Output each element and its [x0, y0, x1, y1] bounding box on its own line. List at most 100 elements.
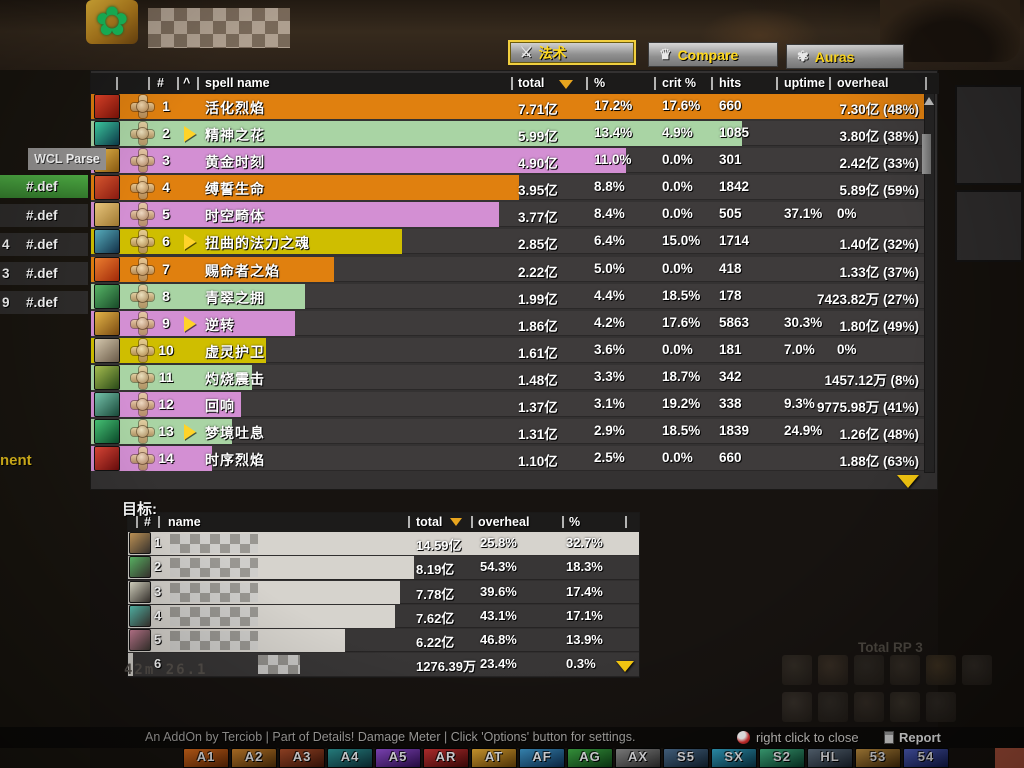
- dpad-target-icon[interactable]: [131, 95, 154, 118]
- spell-row[interactable]: 13 梦境吐息 1.31亿 2.9% 18.5% 1839 24.9% 1.26…: [91, 419, 927, 446]
- col-spell-name[interactable]: spell name: [205, 76, 270, 90]
- spell-icon[interactable]: [94, 175, 120, 201]
- targets-scroll-down-icon[interactable]: [616, 661, 634, 672]
- dpad-target-icon[interactable]: [131, 311, 154, 335]
- action-button-54[interactable]: 54: [903, 748, 949, 768]
- action-button-A3[interactable]: A3: [279, 748, 325, 768]
- action-button-A1[interactable]: A1: [183, 748, 229, 768]
- dpad-target-icon[interactable]: [131, 149, 154, 173]
- spell-row[interactable]: 8 青翠之拥 1.99亿 4.4% 18.5% 178 7423.82万 (27…: [91, 283, 927, 311]
- col-total[interactable]: total: [518, 76, 545, 90]
- tcol-pct[interactable]: %: [569, 515, 581, 529]
- spell-icon[interactable]: [94, 310, 120, 336]
- wcl-parse-item[interactable]: 3 #.def: [0, 262, 88, 285]
- action-button-A4[interactable]: A4: [327, 748, 373, 768]
- dpad-target-icon[interactable]: [131, 447, 154, 471]
- spell-row[interactable]: 12 回响 1.37亿 3.1% 19.2% 338 9.3% 9775.98万…: [91, 392, 927, 419]
- dpad-target-icon[interactable]: [131, 122, 154, 146]
- wcl-parse-item[interactable]: 4 #.def: [0, 233, 88, 256]
- col-hits[interactable]: hits: [719, 76, 742, 90]
- spell-icon[interactable]: [94, 392, 120, 418]
- action-button-S2[interactable]: S2: [759, 748, 805, 768]
- spell-icon[interactable]: [94, 419, 120, 445]
- sort-arrow-icon[interactable]: [559, 80, 573, 89]
- spell-icon[interactable]: [94, 202, 120, 228]
- col-rank[interactable]: #: [157, 76, 164, 90]
- sort-arrow-icon[interactable]: [450, 518, 462, 526]
- action-button-AR[interactable]: AR: [423, 748, 469, 768]
- dpad-target-icon[interactable]: [131, 230, 154, 254]
- expand-arrow-icon[interactable]: [184, 126, 196, 143]
- action-button-S5[interactable]: S5: [663, 748, 709, 768]
- dpad-target-icon[interactable]: [131, 176, 154, 200]
- action-bar-edge-icon[interactable]: [995, 748, 1024, 768]
- action-button-AT[interactable]: AT: [471, 748, 517, 768]
- col-crit[interactable]: crit %: [662, 76, 697, 90]
- report-button[interactable]: Report: [899, 730, 941, 745]
- spell-row[interactable]: 6 扭曲的法力之魂 2.85亿 6.4% 15.0% 1714 1.40亿 (3…: [91, 229, 927, 256]
- spell-row[interactable]: 11 灼烧震击 1.48亿 3.3% 18.7% 342 1457.12万 (8…: [91, 364, 927, 392]
- spell-row[interactable]: 10 虚灵护卫 1.61亿 3.6% 0.0% 181 7.0% 0%: [91, 337, 927, 365]
- wcl-parse-item[interactable]: #.def: [0, 175, 88, 198]
- tcol-name[interactable]: name: [168, 515, 201, 529]
- spell-row[interactable]: 7 赐命者之焰 2.22亿 5.0% 0.0% 418 1.33亿 (37%): [91, 256, 927, 284]
- action-button-53[interactable]: 53: [855, 748, 901, 768]
- report-icon[interactable]: [884, 731, 894, 744]
- tcol-overheal[interactable]: overheal: [478, 515, 530, 529]
- tab-auras[interactable]: ✾ Auras: [786, 44, 904, 69]
- target-row[interactable]: 1 14.59亿 25.8% 32.7%: [128, 532, 639, 556]
- action-button-HL[interactable]: HL: [807, 748, 853, 768]
- spell-scrollbar[interactable]: [922, 93, 935, 473]
- col-uptime[interactable]: uptime: [784, 76, 825, 90]
- col-pct[interactable]: %: [594, 76, 606, 90]
- action-button-A2[interactable]: A2: [231, 748, 277, 768]
- spell-icon[interactable]: [94, 229, 120, 255]
- spell-icon[interactable]: [94, 121, 120, 147]
- spell-row[interactable]: 4 缚誓生命 3.95亿 8.8% 0.0% 1842 5.89亿 (59%): [91, 175, 927, 202]
- scroll-down-icon[interactable]: [897, 475, 919, 488]
- spell-icon[interactable]: [94, 256, 120, 282]
- dpad-target-icon[interactable]: [131, 393, 154, 417]
- dpad-target-icon[interactable]: [131, 365, 154, 389]
- spell-row[interactable]: 1 活化烈焰 7.71亿 17.2% 17.6% 660 7.30亿 (48%): [91, 94, 927, 121]
- expand-arrow-icon[interactable]: [184, 424, 196, 441]
- action-button-SX[interactable]: SX: [711, 748, 757, 768]
- target-row[interactable]: 5 6.22亿 46.8% 13.9%: [128, 629, 639, 653]
- col-overheal[interactable]: overheal: [837, 76, 889, 90]
- spell-row[interactable]: 14 时序烈焰 1.10亿 2.5% 0.0% 660 1.88亿 (63%): [91, 446, 927, 473]
- tab-compare[interactable]: ♛ Compare: [648, 42, 778, 67]
- spell-row[interactable]: 2 精神之花 5.99亿 13.4% 4.9% 1085 3.80亿 (38%): [91, 121, 927, 148]
- wcl-parse-item[interactable]: 9 #.def: [0, 291, 88, 314]
- tcol-rank[interactable]: #: [144, 515, 151, 529]
- expand-arrow-icon[interactable]: [184, 234, 196, 251]
- spell-icon[interactable]: [94, 337, 120, 363]
- dpad-target-icon[interactable]: [131, 338, 154, 362]
- dpad-target-icon[interactable]: [131, 420, 154, 444]
- action-button-A5[interactable]: A5: [375, 748, 421, 768]
- spell-row[interactable]: 3 黄金时刻 4.90亿 11.0% 0.0% 301 2.42亿 (33%): [91, 148, 927, 175]
- wcl-parse-item[interactable]: #.def: [0, 204, 88, 227]
- spell-icon[interactable]: [94, 94, 120, 119]
- tab-spells[interactable]: ⚔ 法术: [508, 40, 636, 65]
- target-row[interactable]: 6 1276.39万 23.4% 0.3%: [128, 653, 639, 677]
- dpad-target-icon[interactable]: [131, 203, 154, 227]
- target-row[interactable]: 4 7.62亿 43.1% 17.1%: [128, 604, 639, 629]
- target-row[interactable]: 3 7.78亿 39.6% 17.4%: [128, 580, 639, 605]
- action-button-AF[interactable]: AF: [519, 748, 565, 768]
- tcol-total[interactable]: total: [416, 515, 443, 529]
- action-button-AG[interactable]: AG: [567, 748, 613, 768]
- target-row[interactable]: 2 8.19亿 54.3% 18.3%: [128, 556, 639, 580]
- spell-icon[interactable]: [94, 364, 120, 390]
- spell-icon[interactable]: [94, 446, 120, 472]
- action-button-AX[interactable]: AX: [615, 748, 661, 768]
- spell-row[interactable]: 5 时空畸体 3.77亿 8.4% 0.0% 505 37.1% 0%: [91, 202, 927, 229]
- details-orb-icon[interactable]: [737, 731, 750, 744]
- expand-arrow-icon[interactable]: [184, 315, 196, 332]
- dpad-target-icon[interactable]: [131, 257, 154, 281]
- spell-icon[interactable]: [94, 283, 120, 309]
- spell-row[interactable]: 9 逆转 1.86亿 4.2% 17.6% 5863 30.3% 1.80亿 (…: [91, 310, 927, 338]
- dpad-target-icon[interactable]: [131, 284, 154, 308]
- scroll-thumb[interactable]: [922, 134, 931, 174]
- scroll-up-icon[interactable]: [924, 97, 934, 105]
- col-sort[interactable]: ^: [183, 76, 191, 90]
